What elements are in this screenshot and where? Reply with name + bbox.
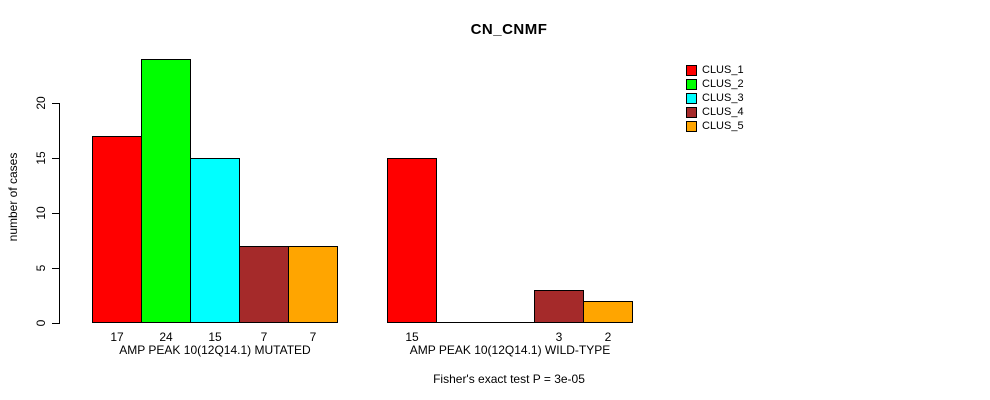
legend-swatch (686, 120, 697, 132)
y-tick-label: 20 (34, 96, 48, 110)
bar (534, 290, 584, 323)
bar-value-label: 17 (110, 330, 124, 344)
legend-swatch (686, 64, 697, 76)
y-axis-tick (52, 323, 60, 324)
legend-label: CLUS_1 (702, 63, 744, 76)
legend-swatch (686, 106, 697, 118)
y-tick-label: 5 (34, 264, 48, 272)
chart-title: CN_CNMF (470, 21, 548, 38)
bar-value-label: 7 (260, 330, 268, 344)
zero-height-bar (436, 322, 486, 323)
bar-value-label: 24 (159, 330, 173, 344)
y-axis-tick (52, 103, 60, 104)
bar (141, 59, 191, 323)
bar-value-label: 3 (555, 330, 563, 344)
bar-value-label: 15 (405, 330, 419, 344)
footnote: Fisher's exact test P = 3e-05 (433, 372, 585, 386)
bar (92, 136, 142, 323)
legend: CLUS_1 CLUS_2 CLUS_3 CLUS_4 CLUS_5 (686, 63, 744, 133)
bar (387, 158, 437, 323)
legend-label: CLUS_3 (702, 91, 744, 104)
y-axis-tick (52, 268, 60, 269)
y-axis-tick (52, 158, 60, 159)
bar (288, 246, 338, 323)
y-tick-label: 0 (34, 319, 48, 327)
legend-label: CLUS_5 (702, 119, 744, 132)
legend-item: CLUS_1 (686, 63, 744, 77)
bar (190, 158, 240, 323)
bar (583, 301, 633, 323)
group-label: AMP PEAK 10(12Q14.1) MUTATED (119, 343, 311, 357)
zero-height-bar (485, 322, 535, 323)
legend-label: CLUS_4 (702, 105, 744, 118)
legend-item: CLUS_5 (686, 119, 744, 133)
group-label: AMP PEAK 10(12Q14.1) WILD-TYPE (409, 343, 611, 357)
y-axis-tick (52, 213, 60, 214)
legend-item: CLUS_4 (686, 105, 744, 119)
bar-value-label: 15 (208, 330, 222, 344)
legend-item: CLUS_3 (686, 91, 744, 105)
bar (239, 246, 289, 323)
legend-item: CLUS_2 (686, 77, 744, 91)
y-tick-label: 10 (34, 206, 48, 220)
y-tick-label: 15 (34, 151, 48, 165)
legend-swatch (686, 92, 697, 104)
bar-value-label: 7 (309, 330, 317, 344)
legend-swatch (686, 78, 697, 90)
legend-label: CLUS_2 (702, 77, 744, 90)
bar-value-label: 2 (604, 330, 612, 344)
